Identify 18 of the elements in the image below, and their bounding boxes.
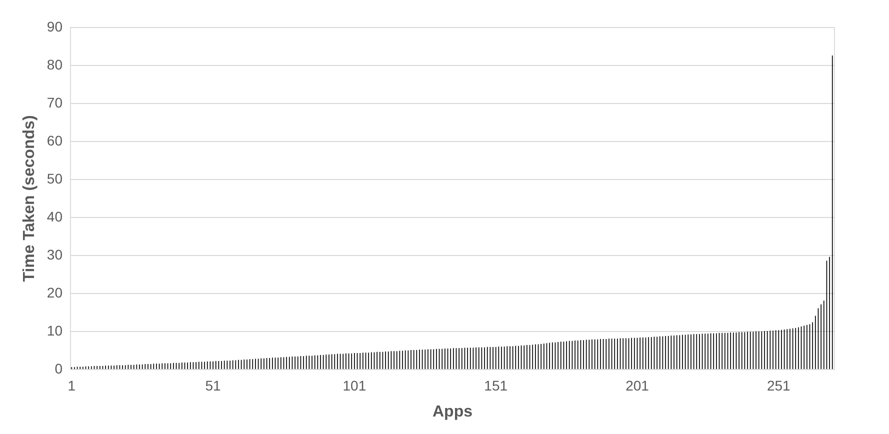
y-tick-label: 10 <box>46 322 63 338</box>
y-tick-label: 90 <box>46 18 63 34</box>
x-tick-label: 151 <box>484 378 508 394</box>
y-tick-label: 40 <box>46 208 63 224</box>
x-axis-title: Apps <box>432 404 473 420</box>
x-tick-label: 251 <box>766 378 791 394</box>
x-tick-label: 101 <box>342 378 366 394</box>
y-tick-label: 20 <box>46 284 63 300</box>
y-tick-label: 70 <box>46 94 63 110</box>
y-axis-title: Time Taken (seconds) <box>20 115 38 282</box>
y-tick-label: 50 <box>46 170 63 186</box>
x-tick-label: 1 <box>68 378 76 394</box>
y-tick-label: 80 <box>46 56 63 72</box>
x-tick-label: 51 <box>205 378 222 394</box>
x-tick-label: 201 <box>626 378 650 394</box>
y-tick-label: 60 <box>46 132 63 148</box>
y-tick-label: 0 <box>54 360 63 376</box>
y-tick-label: 30 <box>46 246 63 262</box>
